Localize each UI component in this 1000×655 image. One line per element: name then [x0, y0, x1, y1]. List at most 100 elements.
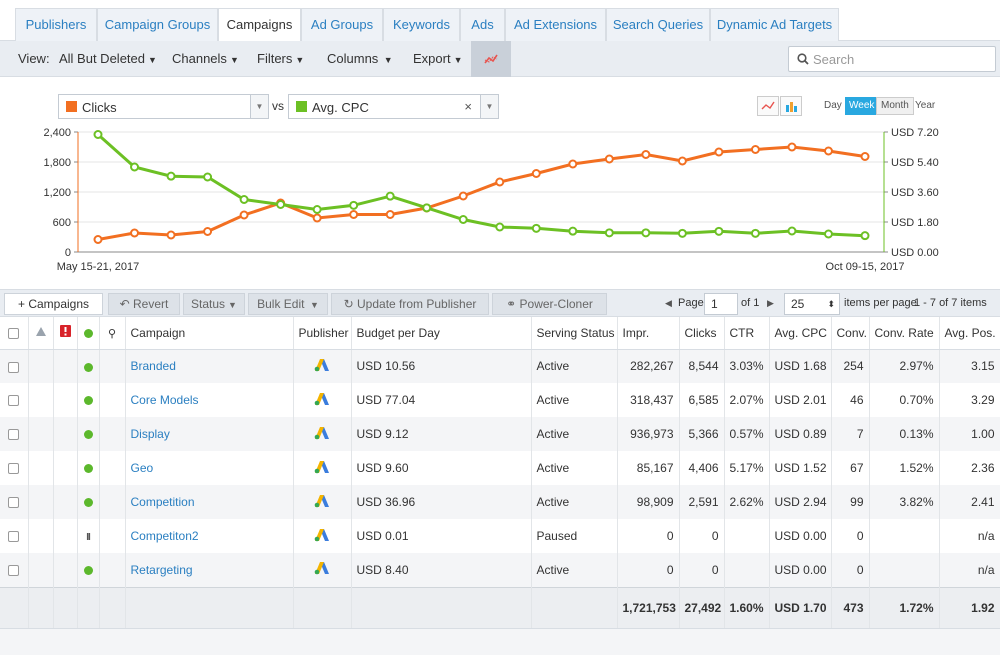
budget-cell[interactable]: USD 9.60 — [351, 451, 532, 485]
status-cell[interactable]: II — [77, 519, 100, 553]
tab-dynamic-ad-targets[interactable]: Dynamic Ad Targets — [710, 8, 839, 41]
tab-search-queries[interactable]: Search Queries — [606, 8, 710, 41]
budget-cell[interactable]: USD 8.40 — [351, 553, 532, 587]
budget-cell[interactable]: USD 0.01 — [351, 519, 532, 553]
header-publisher[interactable]: Publisher — [293, 317, 352, 350]
campaign-name-link[interactable]: Geo — [125, 451, 294, 485]
tab-bar: Publishers Campaign Groups Campaigns Ad … — [0, 0, 1000, 42]
clear-icon[interactable]: × — [464, 99, 472, 114]
totals-spacer — [28, 586, 54, 629]
period-year[interactable]: Year — [915, 100, 936, 111]
tab-publishers[interactable]: Publishers — [15, 8, 97, 41]
header-campaign[interactable]: Campaign — [125, 317, 294, 350]
status-cell[interactable] — [77, 349, 100, 383]
bar-chart-toggle[interactable] — [780, 96, 802, 116]
metric1-select[interactable]: Clicks ▼ — [58, 94, 269, 119]
header-impressions[interactable]: Impr. — [617, 317, 680, 350]
period-month[interactable]: Month — [876, 97, 914, 115]
row-checkbox[interactable] — [0, 451, 29, 485]
status-cell[interactable] — [77, 451, 100, 485]
row-checkbox[interactable] — [0, 349, 29, 383]
status-cell[interactable] — [77, 383, 100, 417]
budget-cell[interactable]: USD 36.96 — [351, 485, 532, 519]
header-budget[interactable]: Budget per Day — [351, 317, 532, 350]
columns-dropdown[interactable]: Columns ▼ — [327, 41, 393, 77]
totals-spacer — [351, 586, 532, 629]
prev-page-icon[interactable]: ◀ — [665, 298, 672, 308]
row-checkbox[interactable] — [0, 417, 29, 451]
plus-icon: + — [17, 297, 29, 311]
next-page-icon[interactable]: ▶ — [767, 298, 774, 308]
tab-ads[interactable]: Ads — [460, 8, 505, 41]
export-dropdown[interactable]: Export ▼ — [413, 41, 463, 77]
tab-ad-groups[interactable]: Ad Groups — [301, 8, 383, 41]
tab-ad-extensions[interactable]: Ad Extensions — [505, 8, 606, 41]
row-checkbox[interactable] — [0, 383, 29, 417]
link-column-header[interactable]: ⚲ — [99, 317, 126, 350]
select-all-checkbox[interactable] — [0, 317, 29, 350]
campaign-name-link[interactable]: Retargeting — [125, 553, 294, 587]
header-ctr[interactable]: CTR — [724, 317, 770, 350]
error-column-header[interactable] — [53, 317, 78, 350]
header-serving-status[interactable]: Serving Status — [531, 317, 618, 350]
tab-campaigns[interactable]: Campaigns — [218, 8, 301, 42]
header-avg-cpc[interactable]: Avg. CPC — [769, 317, 832, 350]
line-chart-toggle[interactable] — [757, 96, 779, 116]
row-checkbox[interactable] — [0, 519, 29, 553]
header-avg-position[interactable]: Avg. Pos. — [939, 317, 1000, 350]
impressions-cell: 318,437 — [617, 383, 680, 417]
tab-keywords[interactable]: Keywords — [383, 8, 460, 41]
campaign-name-link[interactable]: Competition — [125, 485, 294, 519]
table-row[interactable]: Core Models USD 77.04 Active 318,437 6,585… — [0, 383, 1000, 417]
per-page-select[interactable]: 25 ⬍ — [784, 293, 840, 315]
header-conv-rate[interactable]: Conv. Rate — [869, 317, 940, 350]
tab-campaign-groups[interactable]: Campaign Groups — [97, 8, 218, 41]
search-input[interactable]: Search — [788, 46, 996, 72]
row-checkbox[interactable] — [0, 485, 29, 519]
budget-cell[interactable]: USD 10.56 — [351, 349, 532, 383]
bulk-edit-dropdown[interactable]: Bulk Edit ▼ — [248, 293, 328, 315]
status-cell[interactable] — [77, 553, 100, 587]
table-row[interactable]: Competition USD 36.96 Active 98,909 2,591 2… — [0, 485, 1000, 519]
budget-cell[interactable]: USD 77.04 — [351, 383, 532, 417]
impressions-cell: 98,909 — [617, 485, 680, 519]
table-row[interactable]: Branded USD 10.56 Active 282,267 8,544 3.03… — [0, 349, 1000, 383]
row-checkbox[interactable] — [0, 553, 29, 587]
header-conversions[interactable]: Conv. — [831, 317, 870, 350]
conv-rate-cell: 3.82% — [869, 485, 940, 519]
warning-column-header[interactable] — [28, 317, 54, 350]
campaign-name-link[interactable]: Display — [125, 417, 294, 451]
status-column-header[interactable] — [77, 317, 100, 350]
view-dropdown[interactable]: All But Deleted ▼ — [59, 41, 157, 77]
campaign-name-link[interactable]: Competiton2 — [125, 519, 294, 553]
status-dot-icon — [83, 329, 93, 339]
clicks-data-point — [750, 145, 760, 154]
add-campaign-button[interactable]: + Campaigns — [4, 293, 103, 315]
checkbox-icon — [8, 531, 20, 543]
line-chart-icon — [484, 54, 498, 64]
period-day[interactable]: Day — [824, 100, 842, 111]
table-row[interactable]: Display USD 9.12 Active 936,973 5,366 0.57%… — [0, 417, 1000, 451]
header-clicks[interactable]: Clicks — [679, 317, 725, 350]
status-cell[interactable] — [77, 485, 100, 519]
toggle-chart-button[interactable] — [471, 41, 511, 77]
table-row[interactable]: Geo USD 9.60 Active 85,167 4,406 5.17% USD 1… — [0, 451, 1000, 485]
campaign-name-link[interactable]: Core Models — [125, 383, 294, 417]
google-ads-icon — [314, 460, 329, 473]
table-row[interactable]: II Competiton2 USD 0.01 Paused 0 0 USD 0.00… — [0, 519, 1000, 553]
publisher-cell — [293, 417, 352, 451]
metric2-select[interactable]: Avg. CPC × ▼ — [288, 94, 499, 119]
clicks-data-point — [93, 235, 103, 244]
revert-button[interactable]: ↶ Revert — [108, 293, 180, 315]
power-cloner-button[interactable]: ⚭ Power-Cloner — [492, 293, 607, 315]
update-from-publisher-button[interactable]: ↻ Update from Publisher — [331, 293, 489, 315]
filters-dropdown[interactable]: Filters ▼ — [257, 41, 304, 77]
table-row[interactable]: Retargeting USD 8.40 Active 0 0 USD 0.00 0 n/… — [0, 553, 1000, 587]
period-week[interactable]: Week — [845, 97, 879, 115]
status-cell[interactable] — [77, 417, 100, 451]
campaign-name-link[interactable]: Branded — [125, 349, 294, 383]
status-dropdown[interactable]: Status ▼ — [183, 293, 245, 315]
page-number-input[interactable]: 1 — [704, 293, 738, 315]
channels-dropdown[interactable]: Channels ▼ — [172, 41, 239, 77]
budget-cell[interactable]: USD 9.12 — [351, 417, 532, 451]
